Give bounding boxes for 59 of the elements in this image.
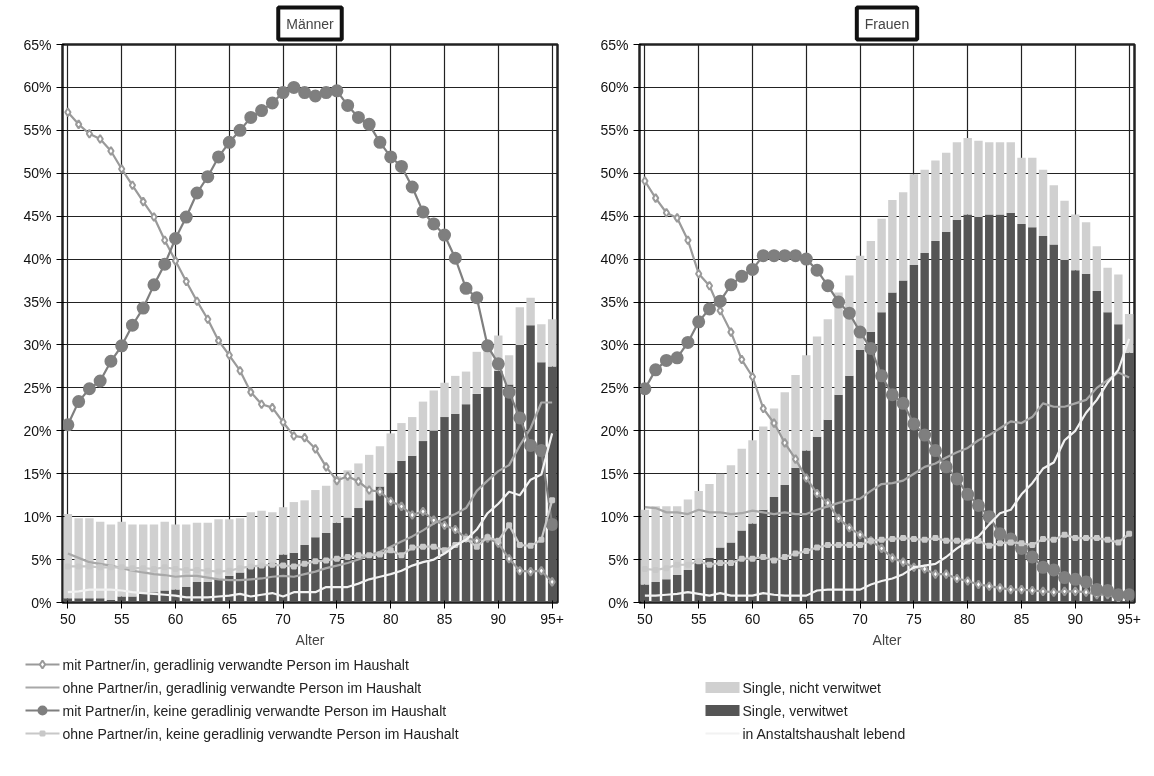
x-tick-label: 50 (60, 610, 76, 627)
legend-label: Single, nicht verwitwet (742, 679, 882, 696)
x-tick-label: 90 (1067, 610, 1084, 627)
y-tick-label: 0% (608, 594, 629, 611)
y-tick-label: 40% (23, 251, 52, 268)
x-tick-label: 55 (690, 610, 707, 627)
legend-label: ohne Partner/in, keine geradlinig verwandte Person im Haushalt (62, 725, 459, 742)
x-tick-label: 65 (221, 610, 238, 627)
x-tick-label: 65 (798, 610, 815, 627)
legend-label: Single, verwitwet (742, 702, 848, 719)
y-tick-label: 45% (23, 208, 52, 225)
y-tick-label: 25% (600, 379, 629, 396)
y-tick-label: 45% (600, 208, 629, 225)
x-tick-label: 60 (744, 610, 761, 627)
y-tick-label: 35% (23, 294, 52, 311)
x-tick-label: 75 (906, 610, 922, 627)
y-tick-label: 50% (23, 165, 52, 182)
y-tick-label: 5% (608, 551, 629, 568)
y-tick-label: 60% (23, 79, 52, 96)
y-tick-label: 65% (600, 36, 629, 53)
legend-label: mit Partner/in, geradlinig verwandte Person im Haushalt (62, 656, 409, 673)
chart-title: Männer (286, 15, 335, 32)
x-tick-label: 60 (167, 610, 184, 627)
x-tick-label: 85 (436, 610, 453, 627)
y-tick-label: 40% (600, 251, 629, 268)
y-tick-label: 50% (600, 165, 629, 182)
x-tick-label: 85 (1013, 610, 1030, 627)
y-tick-label: 30% (23, 336, 52, 353)
x-tick-label: 80 (959, 610, 976, 627)
x-tick-label: 70 (852, 610, 869, 627)
x-axis-title: Alter (872, 631, 902, 648)
y-tick-label: 15% (600, 465, 629, 482)
y-tick-label: 5% (31, 551, 52, 568)
x-tick-label: 55 (113, 610, 130, 627)
y-tick-label: 35% (600, 294, 629, 311)
y-tick-label: 20% (600, 422, 629, 439)
x-tick-label: 75 (329, 610, 345, 627)
y-tick-label: 55% (600, 122, 629, 139)
x-tick-label: 80 (382, 610, 399, 627)
y-tick-label: 10% (600, 508, 629, 525)
y-tick-label: 60% (600, 79, 629, 96)
y-tick-label: 25% (23, 379, 52, 396)
y-tick-label: 0% (31, 594, 52, 611)
chart-title: Frauen (864, 15, 910, 32)
x-tick-label: 70 (275, 610, 292, 627)
x-tick-label: 95+ (1117, 610, 1141, 627)
legend-label: mit Partner/in, keine geradlinig verwandte Person im Haushalt (62, 702, 447, 719)
y-tick-label: 30% (600, 336, 629, 353)
x-tick-label: 95+ (540, 610, 564, 627)
y-tick-label: 65% (23, 36, 52, 53)
x-tick-label: 90 (490, 610, 507, 627)
legend-label: ohne Partner/in, geradlinig verwandte Person im Haushalt (62, 679, 422, 696)
y-tick-label: 10% (23, 508, 52, 525)
y-tick-label: 55% (23, 122, 52, 139)
y-tick-label: 15% (23, 465, 52, 482)
y-tick-label: 20% (23, 422, 52, 439)
x-tick-label: 50 (637, 610, 653, 627)
x-axis-title: Alter (295, 631, 325, 648)
legend-label: in Anstaltshaushalt lebend (742, 725, 906, 742)
